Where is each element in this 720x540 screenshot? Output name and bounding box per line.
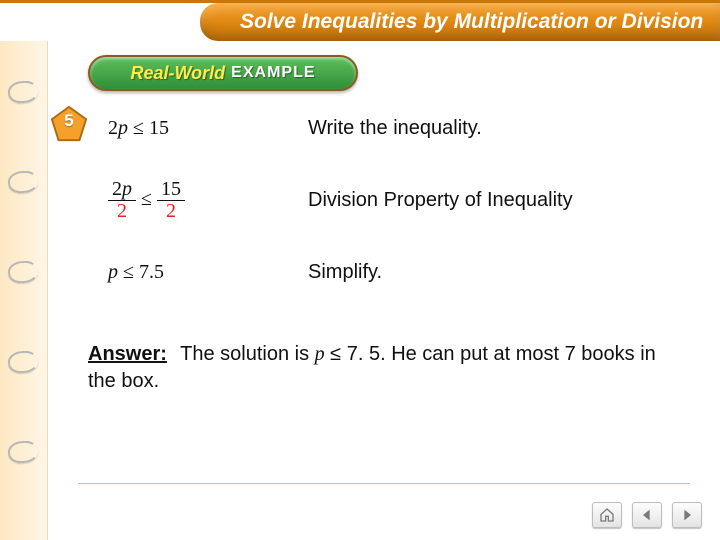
answer-block: Answer: The solution is p ≤ 7. 5. He can… — [88, 341, 680, 395]
step-math: p ≤ 7.5 — [108, 261, 308, 284]
answer-label: Answer: — [88, 343, 167, 365]
footer-rule — [78, 483, 690, 484]
header-tab: Solve Inequalities by Multiplication or … — [200, 3, 720, 41]
nav-controls — [592, 502, 702, 528]
spiral-ring-icon — [7, 169, 39, 194]
home-icon — [599, 507, 615, 523]
step-math: 2p ≤ 15 — [108, 117, 308, 140]
step-row: 2p2 ≤ 152 Division Property of Inequalit… — [108, 177, 690, 223]
badge-text-realworld: Real-World — [130, 63, 225, 84]
step-explanation: Division Property of Inequality — [308, 189, 573, 212]
problem-number: 5 — [50, 111, 88, 131]
step-explanation: Simplify. — [308, 261, 382, 284]
header-bar: Solve Inequalities by Multiplication or … — [0, 3, 720, 41]
real-world-example-badge: Real-World EXAMPLE — [88, 55, 358, 91]
prev-button[interactable] — [632, 502, 662, 528]
step-row: p ≤ 7.5 Simplify. — [108, 249, 690, 295]
next-icon — [679, 507, 695, 523]
step-math: 2p2 ≤ 152 — [108, 179, 308, 222]
badge-row: Real-World EXAMPLE — [48, 51, 720, 101]
spiral-ring-icon — [7, 259, 39, 284]
step-row: 2p ≤ 15 Write the inequality. — [108, 105, 690, 151]
slide-frame: Solve Inequalities by Multiplication or … — [0, 0, 720, 540]
spiral-ring-icon — [7, 439, 39, 464]
content-area: Real-World EXAMPLE 5 2p ≤ 15 Write the i… — [48, 41, 720, 540]
solution-steps: 2p ≤ 15 Write the inequality. 2p2 ≤ 152 … — [108, 105, 690, 321]
problem-number-badge: 5 — [50, 105, 88, 143]
spiral-rail — [0, 41, 48, 540]
badge-text-example: EXAMPLE — [231, 64, 315, 82]
spiral-ring-icon — [7, 79, 39, 104]
prev-icon — [639, 507, 655, 523]
home-button[interactable] — [592, 502, 622, 528]
step-explanation: Write the inequality. — [308, 117, 482, 140]
next-button[interactable] — [672, 502, 702, 528]
spiral-ring-icon — [7, 349, 39, 374]
lesson-title: Solve Inequalities by Multiplication or … — [240, 10, 703, 34]
answer-text: The solution is p ≤ 7. 5. He can put at … — [88, 343, 656, 392]
